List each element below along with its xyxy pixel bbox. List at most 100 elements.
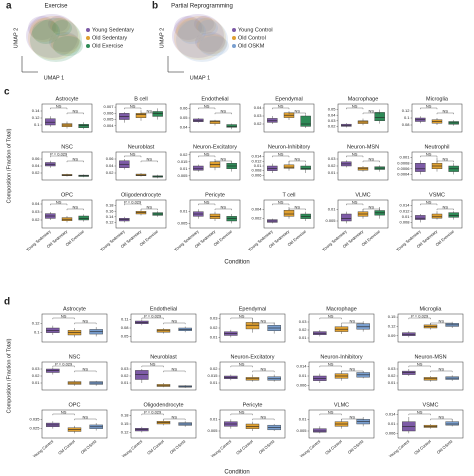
- significance-bracket: [408, 317, 431, 320]
- box: [300, 115, 311, 127]
- significance-label: NS: [261, 318, 267, 323]
- y-tick-label: 0.02: [32, 373, 41, 378]
- plot-frame: [411, 151, 463, 181]
- box: [448, 212, 459, 218]
- plot-frame: [397, 313, 464, 343]
- significance-bracket: [74, 370, 97, 373]
- y-tick-label: 0.02: [180, 152, 189, 157]
- y-tick-label: 0.05: [121, 333, 130, 338]
- y-tick-label: 0.04: [254, 105, 263, 110]
- box: [46, 368, 60, 373]
- panel-label: b: [152, 1, 158, 12]
- umap-cloud: [196, 18, 216, 34]
- legend-label: Old Sedentary: [92, 35, 127, 41]
- y-tick-label: 0.12: [388, 324, 397, 329]
- panel-label: a: [6, 1, 12, 12]
- y-tick-label: 0.005: [296, 428, 307, 433]
- significance-label: P = 0.029: [50, 151, 68, 156]
- y-tick-label: 0.01: [180, 166, 189, 171]
- legend-label: Old Control: [238, 35, 266, 41]
- box: [445, 421, 459, 426]
- subplot-title: Pericyte: [205, 192, 225, 198]
- box: [193, 165, 204, 171]
- significance-bracket: [319, 317, 342, 320]
- subplot-title: VSMC: [429, 192, 445, 198]
- subplot-title: Microglia: [419, 306, 442, 312]
- significance-bracket: [140, 112, 158, 115]
- subplot-title: Neuroblast: [150, 354, 177, 360]
- umap-ylabel: UMAP 2: [13, 28, 19, 48]
- plot-frame: [219, 409, 286, 439]
- significance-label: NS: [261, 414, 267, 419]
- y-tick-label: 0.01: [210, 380, 219, 385]
- umap-cloud: [172, 14, 224, 58]
- umap-cloud: [50, 18, 70, 34]
- significance-bracket: [141, 413, 164, 416]
- significance-label: NS: [295, 156, 301, 161]
- plot-frame: [115, 199, 167, 229]
- significance-bracket: [341, 322, 364, 325]
- significance-label: NS: [426, 103, 432, 108]
- significance-bracket: [436, 160, 454, 163]
- subplot-title: VLMC: [334, 402, 349, 408]
- subplot-title: OPC: [61, 192, 73, 198]
- y-tick-label: 0.03: [388, 366, 397, 371]
- significance-label: NS: [172, 318, 178, 323]
- y-tick-label: 0.03: [210, 316, 219, 321]
- significance-bracket: [230, 317, 253, 320]
- y-tick-label: 0.025: [29, 426, 40, 431]
- box: [156, 384, 171, 387]
- y-tick-label: 0.12: [402, 108, 411, 113]
- significance-bracket: [74, 418, 97, 421]
- significance-label: NS: [56, 199, 62, 204]
- plot-frame: [263, 199, 315, 229]
- significance-bracket: [214, 160, 232, 163]
- significance-bracket: [66, 208, 84, 211]
- significance-bracket: [362, 160, 380, 163]
- subplot-title: Neuron-Excitatory: [193, 144, 237, 150]
- legend-swatch: [232, 36, 236, 40]
- significance-bracket: [430, 418, 453, 421]
- significance-bracket: [252, 370, 275, 373]
- plot-frame: [41, 409, 108, 439]
- y-tick-label: 0.007: [103, 104, 114, 109]
- significance-bracket: [436, 112, 454, 115]
- umap-cloud: [174, 16, 226, 60]
- box: [209, 120, 221, 124]
- box: [415, 215, 426, 220]
- y-tick-label: 0.02: [328, 123, 337, 128]
- y-tick-label: 0.01: [32, 380, 41, 385]
- y-tick-label: 0.11: [121, 317, 129, 322]
- significance-bracket: [436, 208, 454, 211]
- significance-label: NS: [352, 151, 358, 156]
- y-tick-label: 0.03: [328, 118, 337, 123]
- umap-xlabel: UMAP 1: [44, 75, 64, 81]
- plot-frame: [41, 313, 108, 343]
- y-tick-label: 0.04: [106, 163, 115, 168]
- umap-cloud: [32, 20, 60, 44]
- significance-label: NS: [439, 414, 445, 419]
- significance-label: NS: [61, 409, 67, 414]
- y-tick-label: 0.02: [32, 170, 41, 175]
- subplot-title: Neuron-Inhibitory: [320, 354, 362, 360]
- subplot-title: Neuroblast: [128, 144, 155, 150]
- y-tick-label: 0.16: [106, 208, 115, 213]
- significance-bracket: [52, 317, 75, 320]
- significance-bracket: [50, 203, 68, 206]
- significance-label: NS: [83, 366, 89, 371]
- y-tick-label: 0.002: [251, 216, 262, 221]
- significance-bracket: [214, 208, 232, 211]
- umap-ylabel: UMAP 2: [159, 28, 165, 48]
- significance-label: NS: [439, 366, 445, 371]
- significance-bracket: [346, 107, 364, 110]
- legend-label: Young Control: [238, 27, 273, 33]
- significance-bracket: [124, 155, 142, 158]
- y-tick-label: 0.01: [328, 206, 337, 211]
- significance-bracket: [272, 155, 290, 158]
- y-tick-label: 0.12: [121, 429, 130, 434]
- significance-label: NS: [278, 199, 284, 204]
- significance-bracket: [74, 322, 97, 325]
- significance-label: NS: [352, 103, 358, 108]
- umap-cloud: [194, 16, 214, 32]
- subplot-title: NSC: [69, 354, 81, 360]
